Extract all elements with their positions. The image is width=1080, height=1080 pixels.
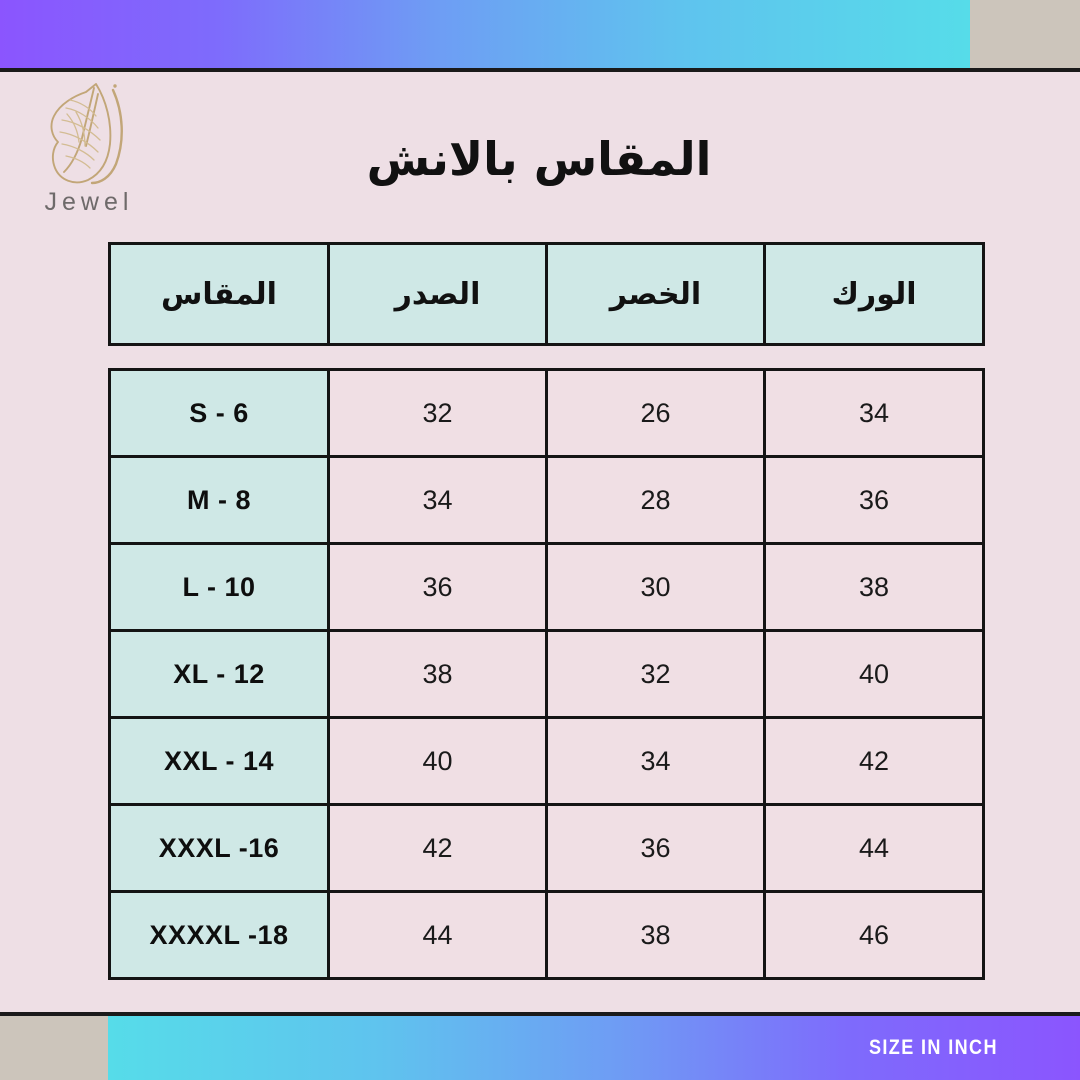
cell-hip: 42 bbox=[763, 716, 985, 806]
cell-chest: 32 bbox=[327, 368, 548, 458]
cell-hip: 34 bbox=[763, 368, 985, 458]
brand-logo: Jewel bbox=[30, 78, 160, 217]
cell-size: XXXL -16 bbox=[108, 803, 330, 893]
cell-chest: 38 bbox=[327, 629, 548, 719]
cell-waist: 36 bbox=[545, 803, 766, 893]
cell-hip: 44 bbox=[763, 803, 985, 893]
cell-waist: 30 bbox=[545, 542, 766, 632]
table-header-row: المقاس الصدر الخصر الورك bbox=[108, 242, 985, 346]
table-row: XXXL -16 42 36 44 bbox=[108, 803, 985, 893]
cell-size: L - 10 bbox=[108, 542, 330, 632]
cell-size: XXXXL -18 bbox=[108, 890, 330, 980]
cell-chest: 34 bbox=[327, 455, 548, 545]
butterfly-wing-icon bbox=[50, 83, 123, 185]
cell-chest: 36 bbox=[327, 542, 548, 632]
top-gradient-band bbox=[0, 0, 970, 68]
cell-waist: 32 bbox=[545, 629, 766, 719]
cell-chest: 42 bbox=[327, 803, 548, 893]
bottom-caption: SIZE IN INCH bbox=[869, 1036, 998, 1059]
table-row: M - 8 34 28 36 bbox=[108, 455, 985, 545]
top-divider-rule bbox=[0, 68, 1080, 72]
column-header-chest: الصدر bbox=[327, 242, 548, 346]
cell-hip: 40 bbox=[763, 629, 985, 719]
column-header-hip: الورك bbox=[763, 242, 985, 346]
cell-waist: 34 bbox=[545, 716, 766, 806]
cell-hip: 36 bbox=[763, 455, 985, 545]
cell-size: S - 6 bbox=[108, 368, 330, 458]
cell-hip: 46 bbox=[763, 890, 985, 980]
cell-chest: 40 bbox=[327, 716, 548, 806]
table-row: XL - 12 38 32 40 bbox=[108, 629, 985, 719]
cell-waist: 26 bbox=[545, 368, 766, 458]
table-row: L - 10 36 30 38 bbox=[108, 542, 985, 632]
brand-name: Jewel bbox=[44, 188, 134, 216]
bottom-divider-rule bbox=[0, 1012, 1080, 1016]
column-header-size: المقاس bbox=[108, 242, 330, 346]
cell-waist: 38 bbox=[545, 890, 766, 980]
cell-hip: 38 bbox=[763, 542, 985, 632]
bottom-gradient-band bbox=[108, 1016, 1080, 1080]
table-row: XXXXL -18 44 38 46 bbox=[108, 890, 985, 980]
table-row: S - 6 32 26 34 bbox=[108, 368, 985, 458]
column-header-waist: الخصر bbox=[545, 242, 766, 346]
table-row: XXL - 14 40 34 42 bbox=[108, 716, 985, 806]
cell-size: XL - 12 bbox=[108, 629, 330, 719]
page-title: المقاس بالانش bbox=[366, 132, 712, 186]
cell-size: M - 8 bbox=[108, 455, 330, 545]
size-table-body: S - 6 32 26 34 M - 8 34 28 36 L - 10 36 … bbox=[108, 368, 985, 980]
cell-size: XXL - 14 bbox=[108, 716, 330, 806]
cell-waist: 28 bbox=[545, 455, 766, 545]
cell-chest: 44 bbox=[327, 890, 548, 980]
size-table-header: المقاس الصدر الخصر الورك bbox=[108, 242, 985, 346]
